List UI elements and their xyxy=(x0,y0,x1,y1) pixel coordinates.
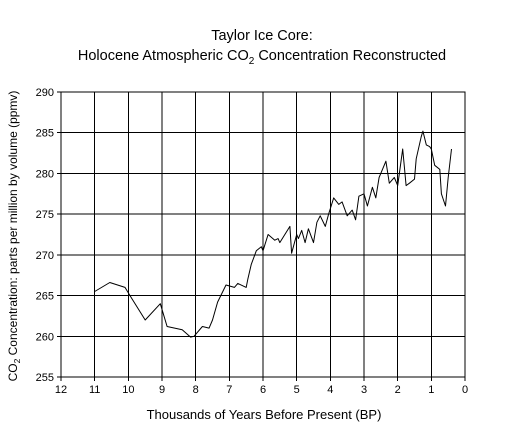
y-tick-labels: 255 260 265 270 275 280 285 290 xyxy=(36,87,54,384)
x-tick-label: 12 xyxy=(55,384,67,396)
y-label-subscript: 2 xyxy=(12,358,22,363)
x-tick-label: 8 xyxy=(193,384,199,396)
x-tick-label: 4 xyxy=(327,384,333,396)
x-tick-label: 9 xyxy=(159,384,165,396)
grid-lines xyxy=(60,91,466,378)
title-line-2-subscript: 2 xyxy=(249,56,255,67)
y-tick-label: 265 xyxy=(36,291,54,303)
x-tick-labels: 12 11 10 9 8 7 6 5 4 3 2 1 0 xyxy=(55,384,468,396)
x-tick-label: 2 xyxy=(395,384,401,396)
y-tick-label: 255 xyxy=(36,372,54,384)
y-tick-label: 260 xyxy=(36,331,54,343)
x-tick-label: 0 xyxy=(462,384,468,396)
chart-title-line-1: Taylor Ice Core: xyxy=(211,28,313,44)
y-axis-label: CO2 Concentration: parts per million by … xyxy=(6,91,22,382)
series-layer xyxy=(94,130,452,338)
x-tick-label: 3 xyxy=(361,384,367,396)
x-tick-label: 5 xyxy=(294,384,300,396)
chart-title-line-2: Holocene Atmospheric CO2 Concentration R… xyxy=(78,48,446,67)
x-tick-label: 7 xyxy=(226,384,232,396)
x-tick-label: 6 xyxy=(260,384,266,396)
axes xyxy=(57,91,466,381)
x-tick-label: 10 xyxy=(122,384,134,396)
x-tick-label: 11 xyxy=(89,384,100,396)
y-tick-label: 280 xyxy=(36,168,54,180)
title-line-2-prefix: Holocene Atmospheric CO xyxy=(78,48,249,64)
y-label-suffix: Concentration: parts per million by volu… xyxy=(6,91,20,359)
x-axis-label: Thousands of Years Before Present (BP) xyxy=(147,407,382,422)
y-tick-label: 275 xyxy=(36,209,54,221)
title-line-2-suffix: Concentration Reconstructed xyxy=(254,48,446,64)
x-tick-label: 1 xyxy=(428,384,434,396)
plot-frame xyxy=(60,91,466,378)
y-tick-label: 285 xyxy=(36,128,54,140)
y-tick-label: 270 xyxy=(36,250,54,262)
co2-series-line xyxy=(94,130,452,338)
y-tick-label: 290 xyxy=(36,87,54,99)
y-label-prefix: CO xyxy=(6,363,20,381)
